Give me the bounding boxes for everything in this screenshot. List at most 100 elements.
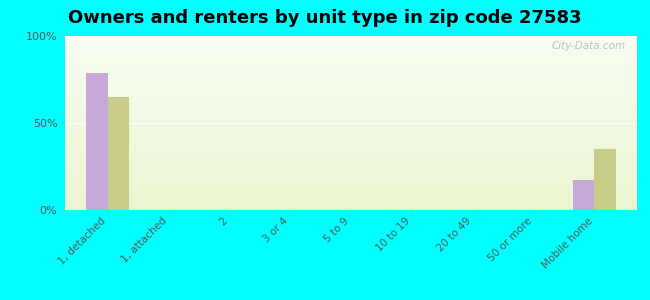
Text: Owners and renters by unit type in zip code 27583: Owners and renters by unit type in zip c… <box>68 9 582 27</box>
Bar <box>65 107 637 109</box>
Bar <box>65 73 637 74</box>
Bar <box>65 116 637 118</box>
Bar <box>65 154 637 156</box>
Bar <box>65 74 637 76</box>
Bar <box>65 40 637 41</box>
Bar <box>65 67 637 69</box>
Bar <box>65 97 637 99</box>
Bar <box>65 205 637 206</box>
Bar <box>65 175 637 177</box>
Bar <box>65 36 637 38</box>
Bar <box>65 151 637 153</box>
Bar <box>65 69 637 71</box>
Bar <box>65 134 637 135</box>
Bar <box>65 173 637 175</box>
Bar <box>65 80 637 81</box>
Bar <box>65 198 637 200</box>
Bar <box>65 66 637 67</box>
Bar <box>65 123 637 125</box>
Bar <box>65 78 637 80</box>
Bar <box>65 193 637 194</box>
Bar <box>65 106 637 107</box>
Bar <box>65 62 637 64</box>
Bar <box>65 104 637 106</box>
Bar <box>65 41 637 43</box>
Bar <box>86 73 108 210</box>
Bar <box>65 50 637 52</box>
Bar <box>65 90 637 92</box>
Bar <box>65 194 637 196</box>
Bar <box>65 71 637 73</box>
Bar <box>65 208 637 210</box>
Bar <box>65 52 637 53</box>
Bar <box>65 188 637 189</box>
Bar <box>65 135 637 137</box>
Bar <box>65 128 637 130</box>
Bar <box>594 149 616 210</box>
Bar <box>65 160 637 161</box>
Bar <box>65 118 637 119</box>
Bar <box>65 95 637 97</box>
Bar <box>65 142 637 144</box>
Bar <box>65 64 637 66</box>
Bar <box>65 163 637 165</box>
Bar <box>65 92 637 93</box>
Bar <box>65 149 637 151</box>
Bar <box>65 203 637 205</box>
Bar <box>65 158 637 160</box>
Bar <box>65 189 637 191</box>
Bar <box>65 206 637 208</box>
Bar <box>65 85 637 86</box>
Bar <box>65 53 637 55</box>
Bar <box>65 83 637 85</box>
Bar <box>65 186 637 188</box>
Bar <box>65 100 637 102</box>
Bar <box>65 191 637 193</box>
Bar <box>65 76 637 78</box>
Bar <box>65 137 637 139</box>
Bar <box>65 38 637 40</box>
Bar <box>65 200 637 201</box>
Bar <box>65 58 637 60</box>
Bar <box>65 139 637 140</box>
Bar <box>65 182 637 184</box>
Bar <box>65 180 637 182</box>
Bar <box>65 170 637 172</box>
Bar <box>65 125 637 127</box>
Bar <box>108 97 129 210</box>
Bar <box>65 81 637 83</box>
Bar <box>65 45 637 46</box>
Bar <box>65 130 637 132</box>
Bar <box>65 165 637 167</box>
Bar <box>65 46 637 48</box>
Bar <box>65 48 637 50</box>
Bar <box>65 161 637 163</box>
Bar <box>65 112 637 114</box>
Bar <box>65 114 637 116</box>
Bar <box>65 184 637 186</box>
Bar <box>65 43 637 45</box>
Bar <box>65 172 637 173</box>
Bar <box>65 168 637 170</box>
Bar <box>65 102 637 104</box>
Bar <box>65 153 637 154</box>
Bar <box>65 60 637 62</box>
Bar <box>65 147 637 149</box>
Bar <box>65 55 637 57</box>
Bar <box>65 99 637 100</box>
Bar <box>65 127 637 128</box>
Bar <box>65 119 637 121</box>
Text: City-Data.com: City-Data.com <box>551 41 625 51</box>
Bar <box>65 196 637 198</box>
Bar <box>65 57 637 58</box>
Bar <box>65 140 637 142</box>
Bar <box>65 93 637 95</box>
Bar <box>65 132 637 134</box>
Bar <box>65 86 637 88</box>
Bar <box>65 146 637 147</box>
Bar <box>65 121 637 123</box>
Bar <box>65 88 637 90</box>
Bar <box>65 144 637 146</box>
Bar <box>65 109 637 111</box>
Bar <box>65 177 637 179</box>
